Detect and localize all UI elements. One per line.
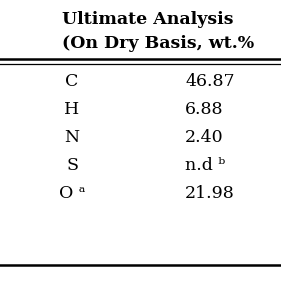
Text: H: H	[64, 101, 80, 117]
Text: 46.87: 46.87	[185, 72, 235, 90]
Text: 2.40: 2.40	[185, 128, 224, 146]
Text: C: C	[65, 72, 79, 90]
Text: 6.88: 6.88	[185, 101, 223, 117]
Text: N: N	[64, 128, 80, 146]
Text: S: S	[66, 157, 78, 173]
Text: n.d ᵇ: n.d ᵇ	[185, 157, 225, 173]
Text: Ultimate Analysis: Ultimate Analysis	[62, 10, 234, 28]
Text: O ᵃ: O ᵃ	[59, 185, 85, 201]
Text: (On Dry Basis, wt.%: (On Dry Basis, wt.%	[62, 35, 254, 51]
Text: 21.98: 21.98	[185, 185, 235, 201]
